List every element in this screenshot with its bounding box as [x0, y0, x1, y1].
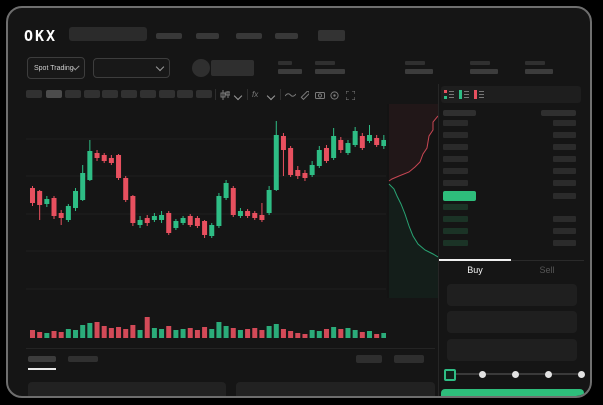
bid-price-bar[interactable] — [443, 228, 468, 234]
nav-item[interactable] — [156, 33, 182, 39]
bottom-tab[interactable] — [68, 356, 98, 362]
ask-amount-bar[interactable] — [553, 156, 576, 162]
buy-tab-underline — [439, 259, 511, 261]
header-action-button[interactable] — [318, 30, 345, 41]
trading-mode-label: Spot Trading — [34, 64, 74, 72]
pair-select[interactable] — [93, 58, 170, 78]
order-form-input[interactable] — [447, 311, 577, 333]
bid-amount-bar[interactable] — [553, 216, 576, 222]
bottom-panel — [236, 382, 435, 396]
timeframe-button[interactable] — [84, 90, 100, 98]
candle-type-icon[interactable] — [220, 90, 230, 100]
bottom-action-button[interactable] — [356, 355, 382, 363]
buy-submit-button[interactable] — [441, 389, 584, 396]
right-panel-divider — [438, 84, 439, 396]
slider-handle[interactable] — [444, 369, 456, 381]
slider-dot[interactable] — [544, 371, 552, 378]
ask-amount-bar[interactable] — [553, 132, 576, 138]
line-tool-icon[interactable] — [285, 92, 296, 98]
ask-price-bar[interactable] — [443, 120, 468, 126]
last-price-bar[interactable] — [443, 191, 476, 201]
ask-amount-bar[interactable] — [553, 120, 576, 126]
toolbar-divider — [280, 89, 281, 100]
timeframe-button[interactable] — [159, 90, 175, 98]
app-window: OKX Spot Trading fx — [6, 6, 592, 398]
bid-price-bar[interactable] — [443, 216, 468, 222]
nav-item[interactable] — [275, 33, 298, 39]
chevron-down-icon[interactable] — [233, 91, 243, 101]
last-price-amount-bar[interactable] — [553, 193, 576, 199]
order-form-input[interactable] — [447, 339, 577, 361]
timeframe-button[interactable] — [121, 90, 137, 98]
bid-amount-bar[interactable] — [553, 240, 576, 246]
bottom-tab-underline — [28, 368, 56, 370]
bottom-action-button[interactable] — [394, 355, 424, 363]
bid-price-bar[interactable] — [443, 204, 468, 210]
tab-buy[interactable]: Buy — [467, 265, 483, 275]
chevron-down-icon — [155, 62, 165, 72]
timeframe-button[interactable] — [65, 90, 81, 98]
book-asks-icon[interactable] — [474, 89, 485, 100]
coin-avatar — [192, 59, 210, 77]
ticker-stat-label — [278, 61, 292, 65]
book-bids-icon[interactable] — [459, 89, 470, 100]
order-form-input[interactable] — [447, 284, 577, 306]
trade-tabs-divider — [439, 260, 584, 261]
timeframe-button[interactable] — [102, 90, 118, 98]
orderbook-col-header-amount — [541, 110, 576, 116]
ticker-stat-value — [405, 69, 433, 74]
nav-item[interactable] — [236, 33, 262, 39]
slider-dot[interactable] — [478, 371, 486, 378]
ticker-stat-label — [405, 61, 425, 65]
timeframe-button[interactable] — [196, 90, 212, 98]
tab-sell[interactable]: Sell — [539, 265, 555, 275]
ask-price-bar[interactable] — [443, 180, 468, 186]
slider-dot[interactable] — [577, 371, 585, 378]
ticker-stat-label — [315, 61, 335, 65]
bottom-tab[interactable] — [28, 356, 56, 362]
ask-amount-bar[interactable] — [553, 168, 576, 174]
depth-chart — [387, 104, 438, 298]
timeframe-button[interactable] — [26, 90, 42, 98]
ticker-stat-value — [315, 69, 345, 74]
fullscreen-icon[interactable] — [346, 91, 355, 100]
bid-price-bar[interactable] — [443, 240, 468, 246]
trading-mode-select[interactable]: Spot Trading — [27, 57, 85, 79]
pair-name-placeholder — [211, 60, 254, 76]
indicator-icon[interactable]: fx — [252, 90, 259, 99]
bid-amount-bar[interactable] — [553, 228, 576, 234]
ticker-stat-label — [470, 61, 490, 65]
ticker-stat-value — [278, 69, 302, 74]
ticker-stat-value — [525, 69, 553, 74]
nav-item[interactable] — [196, 33, 219, 39]
chart-bottom-divider — [26, 348, 435, 349]
candlestick-chart[interactable] — [26, 104, 386, 344]
settings-icon[interactable] — [330, 91, 339, 100]
timeframe-button[interactable] — [140, 90, 156, 98]
ask-amount-bar[interactable] — [553, 180, 576, 186]
toolbar-divider — [247, 89, 248, 100]
camera-icon[interactable] — [315, 91, 325, 99]
slider-dot[interactable] — [511, 371, 519, 378]
ask-price-bar[interactable] — [443, 144, 468, 150]
ticker-stat-value — [470, 69, 498, 74]
bottom-panel — [28, 382, 226, 396]
orderbook-col-header-price — [443, 110, 476, 116]
toolbar-divider — [215, 89, 216, 100]
ask-price-bar[interactable] — [443, 168, 468, 174]
search-input[interactable] — [69, 27, 147, 41]
okx-logo: OKX — [24, 27, 58, 45]
draw-icon[interactable] — [300, 91, 309, 100]
ask-price-bar[interactable] — [443, 132, 468, 138]
ask-amount-bar[interactable] — [553, 144, 576, 150]
timeframe-button[interactable] — [46, 90, 62, 98]
book-combined-icon[interactable] — [444, 89, 455, 100]
ticker-stat-label — [525, 61, 545, 65]
ask-price-bar[interactable] — [443, 156, 468, 162]
chevron-down-icon[interactable] — [266, 91, 276, 101]
timeframe-button[interactable] — [177, 90, 193, 98]
